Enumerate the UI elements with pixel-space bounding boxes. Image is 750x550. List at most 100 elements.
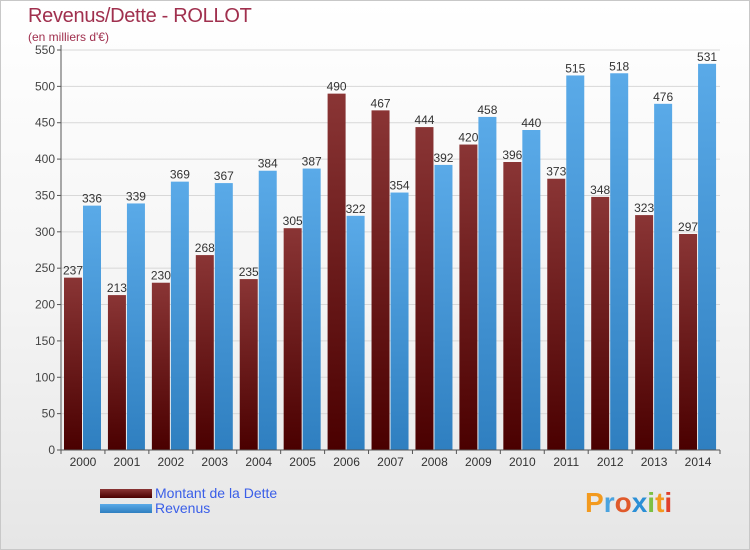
chart-subtitle: (en milliers d'€): [28, 30, 109, 44]
bar-dette-2008: [415, 127, 434, 450]
bar-dette-2002: [151, 282, 170, 450]
y-tick-label: 0: [48, 443, 55, 457]
bar-dette-2011: [547, 178, 566, 450]
logo-letter: r: [603, 487, 615, 518]
legend-label-revenus: Revenus: [155, 500, 211, 516]
y-tick-label: 400: [35, 152, 55, 166]
x-tick-label-2011: 2011: [553, 455, 579, 469]
logo-letter: i: [664, 487, 673, 518]
bar-dette-2000: [64, 277, 82, 450]
data-label-dette-2013: 323: [634, 201, 654, 215]
bar-dette-2007: [371, 110, 390, 450]
bar-revenus-2004: [258, 170, 277, 450]
data-label-revenus-2007: 354: [390, 179, 410, 193]
logo-letter: t: [655, 487, 665, 518]
bar-revenus-2008: [434, 164, 453, 450]
proxiti-logo: Proxiti: [585, 487, 672, 519]
legend-label-dette: Montant de la Dette: [155, 485, 278, 501]
data-label-dette-2014: 297: [678, 220, 698, 234]
bar-revenus-2014: [698, 63, 717, 451]
data-label-revenus-2006: 322: [346, 202, 366, 216]
logo-letter: x: [631, 487, 648, 518]
x-tick-label-2012: 2012: [597, 455, 624, 469]
data-label-dette-2002: 230: [151, 269, 171, 283]
data-label-revenus-2010: 440: [521, 116, 541, 130]
chart-title: Revenus/Dette - ROLLOT: [28, 5, 252, 27]
x-tick-label-2006: 2006: [333, 455, 360, 469]
x-tick-label-2009: 2009: [465, 455, 492, 469]
logo-letter: P: [585, 487, 604, 518]
bar-revenus-2012: [610, 73, 629, 450]
legend-swatch-revenus: [100, 504, 152, 513]
x-tick-label-2005: 2005: [289, 455, 316, 469]
data-label-revenus-2004: 384: [258, 157, 278, 171]
bar-dette-2013: [635, 215, 654, 450]
bar-dette-2004: [239, 279, 258, 450]
data-label-dette-2000: 237: [63, 264, 83, 278]
y-tick-label: 150: [35, 334, 55, 348]
bar-revenus-2000: [83, 205, 101, 450]
data-label-revenus-2005: 387: [302, 155, 322, 169]
y-tick-label: 50: [42, 407, 56, 421]
data-label-revenus-2003: 367: [214, 169, 234, 183]
x-tick-label-2008: 2008: [421, 455, 448, 469]
bar-revenus-2013: [654, 103, 673, 451]
bar-revenus-2009: [478, 116, 497, 450]
bar-dette-2009: [459, 144, 478, 450]
logo-letter: i: [647, 487, 656, 518]
x-tick-label-2000: 2000: [70, 455, 97, 469]
data-label-dette-2012: 348: [590, 183, 610, 197]
bar-dette-2005: [283, 228, 302, 450]
x-tick-label-2007: 2007: [377, 455, 404, 469]
data-label-dette-2006: 490: [327, 80, 347, 94]
data-label-dette-2008: 444: [414, 113, 434, 127]
data-label-revenus-2011: 515: [565, 61, 585, 75]
y-tick-label: 200: [35, 298, 55, 312]
bar-revenus-2010: [522, 130, 541, 450]
x-tick-label-2001: 2001: [114, 455, 141, 469]
bar-dette-2001: [107, 295, 126, 450]
x-tick-label-2014: 2014: [685, 455, 712, 469]
data-label-revenus-2002: 369: [170, 168, 190, 182]
data-label-dette-2007: 467: [371, 96, 391, 110]
bar-revenus-2003: [214, 183, 233, 450]
data-label-dette-2009: 420: [458, 131, 478, 145]
data-label-revenus-2001: 339: [126, 189, 146, 203]
y-tick-label: 550: [35, 43, 55, 57]
y-tick-label: 350: [35, 188, 55, 202]
data-label-dette-2011: 373: [546, 165, 566, 179]
x-tick-label-2004: 2004: [245, 455, 272, 469]
x-tick-label-2003: 2003: [201, 455, 228, 469]
y-tick-label: 450: [35, 116, 55, 130]
y-tick-label: 100: [35, 370, 55, 384]
data-label-dette-2003: 268: [195, 241, 215, 255]
bar-revenus-2006: [346, 215, 365, 450]
bar-dette-2003: [195, 255, 214, 450]
data-label-revenus-2014: 531: [697, 50, 717, 64]
data-label-revenus-2012: 518: [609, 59, 629, 73]
bar-dette-2006: [327, 93, 346, 451]
data-label-revenus-2009: 458: [477, 103, 497, 117]
legend-swatch-dette: [100, 489, 152, 498]
data-label-revenus-2008: 392: [433, 151, 453, 165]
logo-letter: o: [614, 487, 632, 518]
bar-dette-2012: [591, 196, 610, 450]
bar-revenus-2001: [126, 203, 145, 450]
bar-revenus-2005: [302, 168, 321, 450]
x-tick-label-2013: 2013: [641, 455, 668, 469]
bar-revenus-2002: [170, 181, 189, 451]
y-tick-label: 250: [35, 261, 55, 275]
y-tick-label: 300: [35, 225, 55, 239]
y-tick-label: 500: [35, 79, 55, 93]
data-label-revenus-2013: 476: [653, 90, 673, 104]
bar-revenus-2011: [566, 75, 585, 451]
data-label-revenus-2000: 336: [82, 192, 102, 206]
data-label-dette-2010: 396: [502, 148, 522, 162]
bar-revenus-2007: [390, 192, 409, 450]
bar-dette-2014: [679, 234, 698, 450]
data-label-dette-2005: 305: [283, 214, 303, 228]
bar-dette-2010: [503, 162, 522, 450]
data-label-dette-2004: 235: [239, 265, 259, 279]
x-tick-label-2002: 2002: [157, 455, 184, 469]
